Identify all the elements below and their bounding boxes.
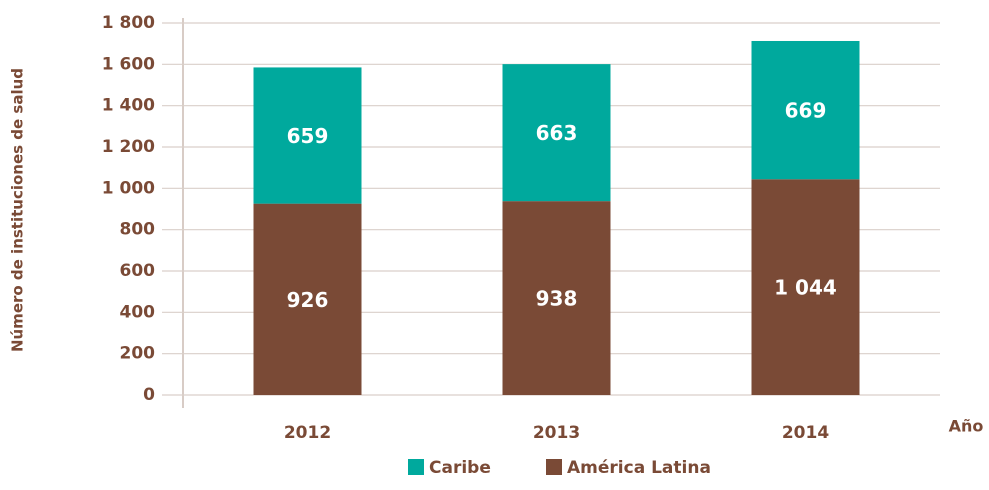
y-tick-label: 400: [120, 302, 156, 322]
bar-segment: [502, 201, 611, 395]
y-tick-label: 200: [120, 344, 156, 364]
legend-label: América Latina: [567, 458, 711, 478]
legend-swatch: [546, 459, 562, 475]
value-label: 938: [536, 287, 578, 311]
value-label: 926: [287, 288, 329, 312]
bar-segment: [751, 40, 860, 180]
x-tick-label: 2012: [284, 423, 331, 443]
value-label: 659: [287, 124, 329, 148]
value-label: 663: [536, 121, 578, 145]
legend-swatch: [408, 459, 424, 475]
bar-segment: [502, 64, 611, 202]
y-axis-label: Número de instituciones de salud: [9, 68, 27, 352]
y-tick-label: 0: [143, 385, 155, 405]
y-tick-label: 1 200: [102, 137, 155, 157]
y-tick-label: 1 000: [102, 178, 155, 198]
y-tick-label: 600: [120, 261, 156, 281]
y-tick-label: 1 600: [102, 54, 155, 74]
value-label: 1 044: [774, 276, 837, 300]
bar-segment: [253, 203, 362, 395]
y-tick-label: 1 400: [102, 96, 155, 116]
x-axis-label: Año: [949, 417, 984, 436]
x-tick-label: 2014: [782, 423, 829, 443]
legend-label: Caribe: [429, 458, 491, 478]
x-tick-label: 2013: [533, 423, 580, 443]
y-tick-label: 1 800: [102, 13, 155, 33]
y-tick-label: 800: [120, 220, 156, 240]
value-label: 669: [785, 99, 827, 123]
bar-segment: [253, 67, 362, 204]
bar-segment: [751, 179, 860, 395]
